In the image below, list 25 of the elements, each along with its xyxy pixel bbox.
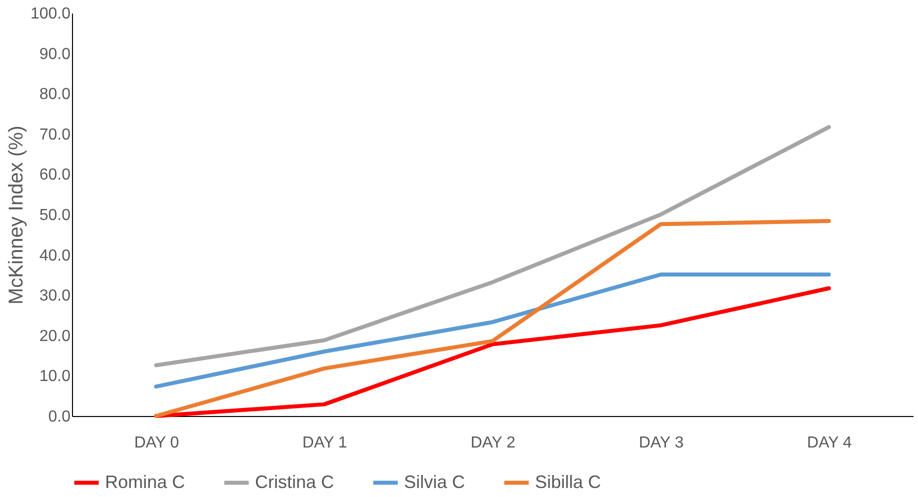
legend-label: Sibilla C	[535, 472, 602, 492]
y-tick-label: 80.0	[39, 86, 71, 104]
y-tick-label: 10.0	[39, 368, 71, 386]
y-tick-label: 90.0	[39, 46, 71, 63]
y-tick-label: 30.0	[39, 288, 71, 305]
x-tick-label: DAY 0	[134, 434, 180, 452]
line-series	[154, 286, 831, 418]
line-series	[154, 218, 831, 418]
y-tick-label: 100.0	[30, 6, 71, 22]
x-tick-label: DAY 2	[470, 434, 516, 452]
y-tick-label: 40.0	[39, 247, 71, 264]
legend-label: Silvia C	[404, 472, 466, 492]
y-tick-label: 60.0	[39, 166, 71, 184]
y-tick-label: 70.0	[39, 126, 71, 144]
line-series	[154, 272, 831, 389]
x-tick-label: DAY 3	[638, 434, 684, 452]
y-tick-label: 0.0	[48, 408, 71, 426]
y-tick-label: 20.0	[39, 328, 71, 345]
legend-label: Romina C	[105, 472, 186, 492]
y-tick-label: 50.0	[39, 207, 71, 224]
legend-label: Cristina C	[255, 472, 334, 492]
x-tick-label: DAY 4	[807, 434, 852, 452]
line-series	[154, 125, 831, 368]
y-axis-title: McKinney Index (%)	[5, 126, 28, 304]
x-tick-label: DAY 1	[302, 434, 348, 452]
